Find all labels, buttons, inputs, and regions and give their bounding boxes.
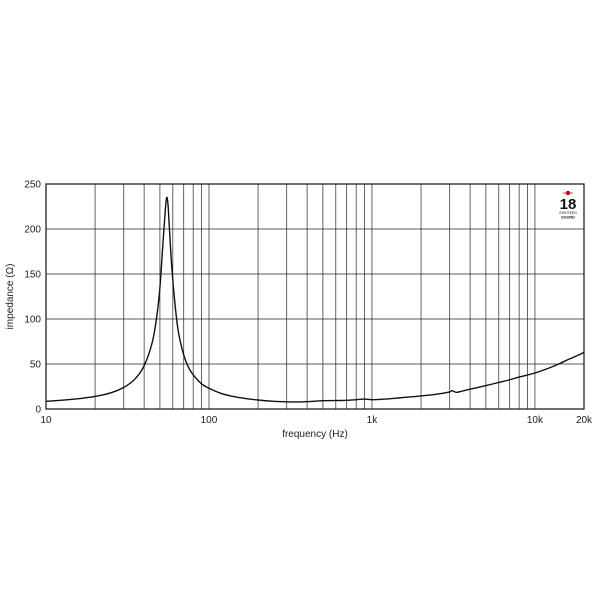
y-tick-label: 250 (24, 180, 41, 191)
series-layer (45, 196, 585, 403)
grid-lines (46, 184, 584, 409)
x-tick-label: 10 (40, 415, 52, 426)
y-axis-label: impedance (Ω) (5, 264, 16, 330)
x-axis-label: frequency (Hz) (282, 429, 348, 440)
y-tick-label: 200 (24, 225, 41, 236)
plot-frame (45, 183, 585, 410)
x-tick-label: 20k (576, 415, 593, 426)
impedance-curve (45, 196, 585, 403)
logo-line-1: EIGHTEEN (559, 211, 577, 215)
x-tick-label: 1k (367, 415, 379, 426)
y-tick-label: 0 (35, 405, 41, 416)
plot-background (46, 184, 584, 409)
brand-logo: 18 EIGHTEEN SOUND (559, 190, 577, 220)
x-tick-label: 10k (527, 415, 544, 426)
tick-labels: 10 100 1k 10k 20k 0 50 100 150 200 250 (24, 180, 593, 427)
y-tick-label: 100 (24, 315, 41, 326)
x-tick-label: 100 (201, 415, 218, 426)
y-tick-label: 50 (30, 360, 42, 371)
logo-number: 18 (560, 196, 577, 213)
logo-line-2: SOUND (561, 216, 575, 220)
y-tick-label: 150 (24, 270, 41, 281)
